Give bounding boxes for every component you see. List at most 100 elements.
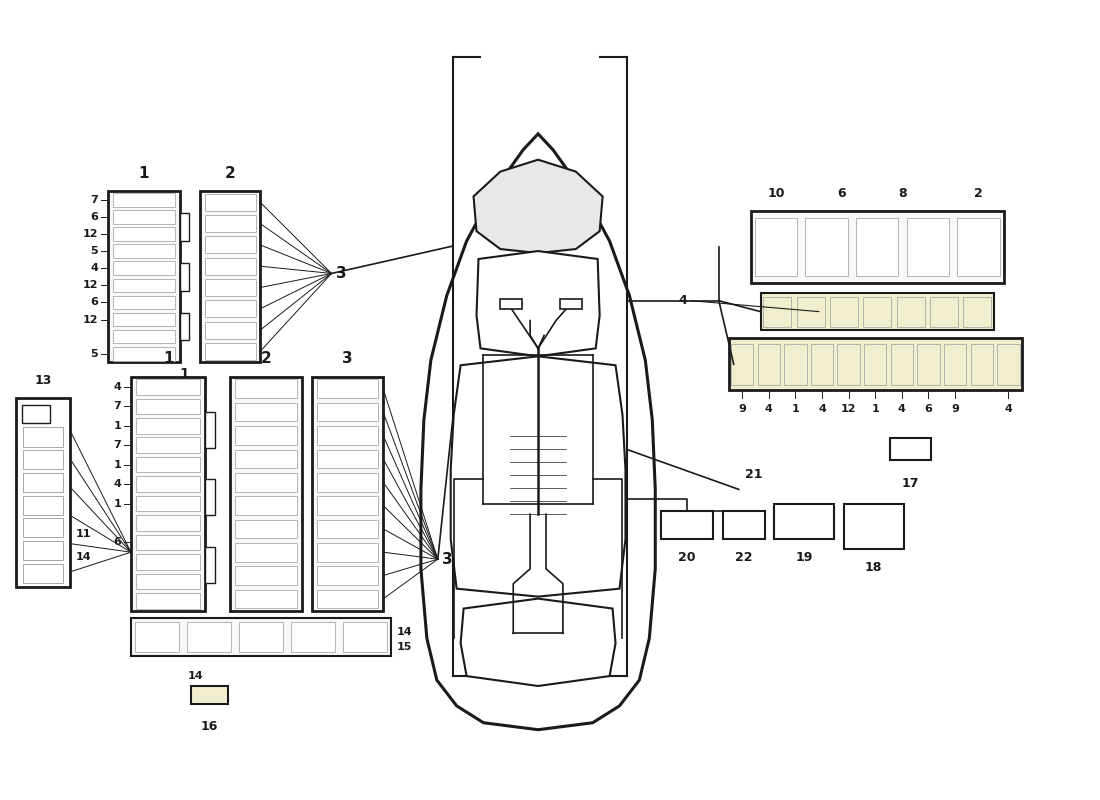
Bar [190, 686, 229, 704]
Bar [113, 313, 175, 326]
Bar [661, 511, 713, 539]
Bar [113, 210, 175, 224]
Bar [136, 438, 200, 453]
Bar [750, 211, 1004, 283]
Text: 17: 17 [902, 478, 920, 490]
Text: 18: 18 [865, 561, 882, 574]
Text: 9: 9 [738, 404, 746, 414]
Text: 12: 12 [82, 314, 98, 325]
Bar [206, 547, 216, 582]
Bar [896, 297, 925, 326]
Text: 12: 12 [82, 229, 98, 239]
Text: 20: 20 [679, 551, 696, 564]
Text: 21: 21 [745, 469, 762, 482]
Bar [205, 279, 256, 296]
Bar [891, 343, 913, 385]
Bar [23, 564, 64, 582]
Bar [235, 426, 297, 445]
Bar [15, 398, 70, 586]
Bar [113, 347, 175, 361]
Bar [136, 418, 200, 434]
Bar [136, 574, 200, 589]
Bar [136, 476, 200, 492]
Text: 14: 14 [188, 671, 204, 681]
Bar [723, 511, 764, 539]
Bar [235, 496, 297, 515]
Text: 5: 5 [90, 349, 98, 358]
Bar [317, 426, 378, 445]
Bar [944, 343, 966, 385]
Bar [205, 322, 256, 338]
Text: 1: 1 [871, 404, 879, 414]
Bar [205, 236, 256, 254]
Text: 13: 13 [34, 374, 52, 387]
Text: 12: 12 [840, 404, 856, 414]
Bar [113, 245, 175, 258]
Bar [514, 424, 562, 434]
Bar [864, 297, 891, 326]
Bar [957, 218, 1000, 276]
Bar [890, 438, 932, 459]
Text: 8: 8 [899, 187, 906, 201]
Bar [113, 330, 175, 343]
Text: sinco: sinco [440, 300, 660, 460]
Bar [317, 496, 378, 515]
Bar [728, 338, 1022, 390]
Bar [206, 412, 216, 448]
Bar [136, 515, 200, 530]
Bar [136, 534, 200, 550]
Bar [136, 398, 200, 414]
Bar [113, 278, 175, 292]
Bar [755, 218, 797, 276]
Bar [179, 263, 188, 290]
Bar [784, 343, 806, 385]
Bar [23, 518, 64, 538]
Bar [514, 476, 562, 486]
Text: 1: 1 [163, 351, 174, 366]
Bar [187, 622, 231, 653]
Bar [317, 566, 378, 585]
Bar [758, 343, 780, 385]
Bar [235, 543, 297, 562]
Bar [760, 293, 994, 330]
Bar [113, 296, 175, 310]
Bar [514, 463, 562, 474]
Text: 2: 2 [224, 166, 235, 181]
Bar [113, 227, 175, 241]
Text: 3: 3 [442, 552, 452, 566]
Text: 6: 6 [113, 538, 121, 547]
Text: a part: a part [452, 514, 549, 583]
Bar [317, 590, 378, 608]
Text: 4: 4 [818, 404, 826, 414]
Text: 7: 7 [113, 440, 121, 450]
Bar [235, 403, 297, 422]
Bar [317, 403, 378, 422]
Text: 6: 6 [837, 187, 846, 201]
Bar [113, 262, 175, 275]
Text: 1: 1 [792, 404, 800, 414]
Text: 4: 4 [898, 404, 905, 414]
Text: 2: 2 [975, 187, 983, 201]
Bar [179, 313, 188, 341]
Bar [113, 193, 175, 207]
Bar [235, 566, 297, 585]
Bar [230, 377, 301, 610]
Bar [23, 450, 64, 470]
Bar [805, 218, 848, 276]
Bar [235, 519, 297, 538]
Bar [136, 496, 200, 511]
Bar [510, 423, 565, 514]
Bar [930, 297, 958, 326]
Bar [560, 298, 582, 309]
Text: 3: 3 [337, 266, 348, 281]
Text: 5: 5 [90, 246, 98, 256]
Text: 4: 4 [764, 404, 772, 414]
Bar [317, 379, 378, 398]
Text: 4: 4 [113, 479, 121, 489]
Bar [343, 622, 387, 653]
Text: 19: 19 [795, 551, 813, 564]
Bar [500, 298, 522, 309]
Bar [23, 473, 64, 492]
Bar [235, 590, 297, 608]
Text: 9: 9 [952, 404, 959, 414]
